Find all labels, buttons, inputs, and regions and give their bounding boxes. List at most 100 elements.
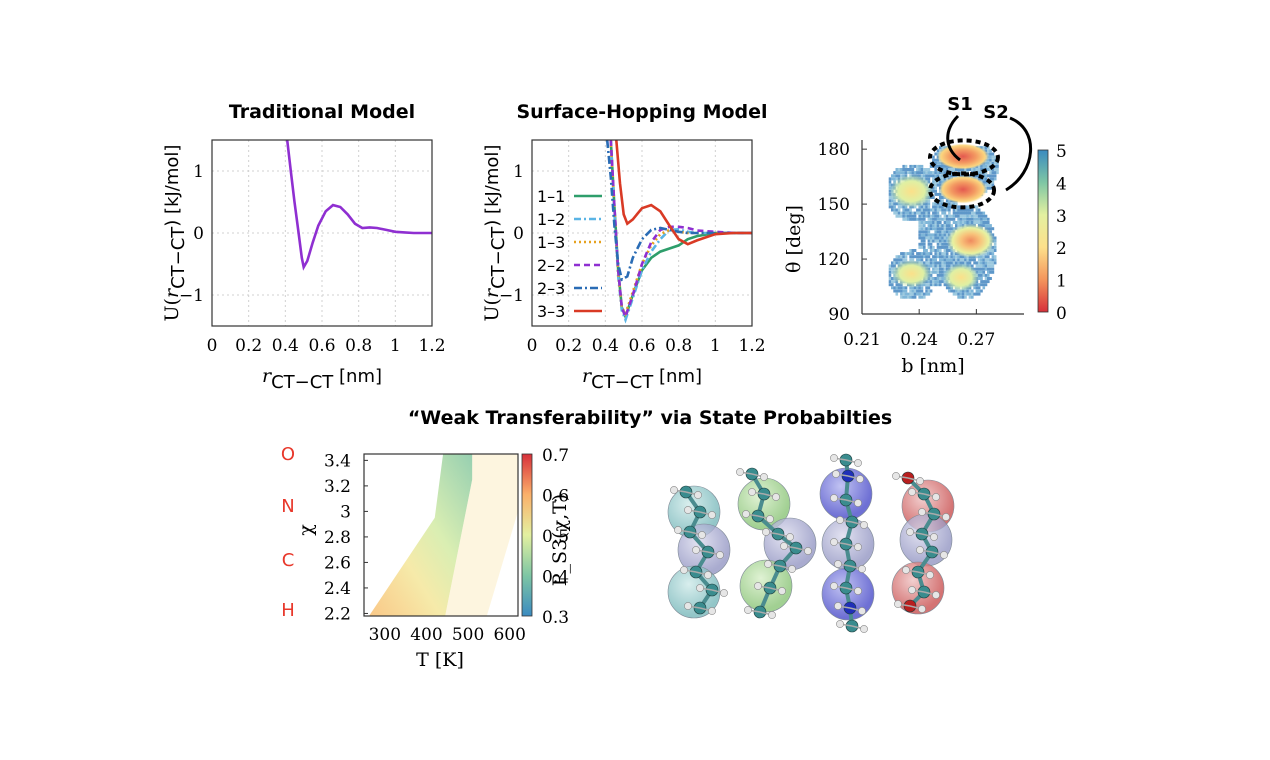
heatmap-cell [939,245,942,249]
heatmap-cell [971,292,974,296]
heatmap-cell [916,255,919,259]
heatmap-cell [943,224,947,228]
heatmap-cell [932,258,935,262]
heatmap-cell [918,227,921,231]
y-tick-label: 1 [193,162,204,182]
hydrogen-atom [670,486,678,494]
heatmap-cell [975,168,979,171]
heatmap-cell [950,217,953,221]
heatmap-cell [939,180,942,184]
heatmap-cell [911,171,915,175]
heatmap-cell [943,264,947,268]
heatmap-cell [939,230,942,234]
heatmap-cell [966,217,969,221]
heatmap-cell [918,233,921,237]
heatmap-cell [964,261,967,265]
heatmap-cell [971,208,974,212]
s2-leader-line [1005,116,1033,192]
heatmap-cell [948,261,951,265]
heatmap-cell [989,161,992,165]
heatmap-cell [920,227,924,231]
heatmap-cell [984,221,988,224]
heatmap-cell [909,208,912,212]
heatmap-cell [911,164,915,168]
colorbar-tick-label: 0.4 [542,568,569,588]
heatmap-cell [936,183,940,187]
hydrogen-atom [932,493,940,501]
heatmap-cell [925,221,928,224]
heatmap-cell [943,177,947,181]
heatmap-cell [934,221,937,224]
heatmap-cell [945,217,949,221]
heatmap-cell [989,174,992,178]
heatmap-cell [975,211,979,215]
heatmap-cell [929,227,933,231]
heatmap-cell [904,286,908,290]
hydrogen-atom [916,477,924,485]
x-tick-label: 0.2 [555,336,582,356]
heatmap-cell [927,217,931,221]
heatmap-cell [987,158,990,162]
heatmap-cell [939,177,942,181]
heatmap-cell [955,211,958,215]
heatmap-cell [991,168,995,171]
heatmap-cell [934,270,937,274]
heatmap-cell [980,283,983,287]
heatmap-cell [945,227,949,231]
heatmap-cell [975,261,979,265]
heatmap-cell [980,221,983,224]
heatmap-cell [987,261,990,265]
heatmap-cell [918,230,921,234]
heatmap-cell [968,289,972,293]
heatmap-cell [941,273,944,277]
heatmap-cell [991,255,995,259]
x-tick-label: 0.4 [272,336,299,356]
heatmap-cell [936,236,940,240]
heatmap-cell [916,211,919,215]
y-tick-label: 120 [818,250,850,270]
heatmap-cell [918,168,921,171]
heatmap-cell [991,152,995,156]
heatmap-cell [989,149,992,153]
heatmap-cell [987,255,990,259]
heatmap-cell [982,177,986,181]
heatmap-cell [895,255,899,259]
heatmap-cell [982,267,986,271]
heatmap-cell [895,258,899,262]
heatmap-cell [932,249,935,252]
heatmap-cell [904,292,908,296]
heatmap-cell [923,205,926,209]
heatmap-cell [977,267,981,271]
heatmap-cell [918,208,921,212]
heatmap-cell [982,273,986,277]
heatmap-cell [911,289,915,293]
heatmap-cell [923,255,926,259]
heatmap-cell [989,155,992,159]
heatmap-cell [920,239,924,243]
heatmap-cell [925,249,928,252]
heatmap-cell [927,230,931,234]
heatmap-cell [893,171,896,175]
heatmap-cell [934,161,937,165]
heatmap-cell [936,261,940,265]
heatmap-cell [984,277,988,280]
series-line-0 [609,140,752,321]
heatmap-cell [980,211,983,215]
heatmap-cell [918,164,921,168]
heatmap-cell [991,245,995,249]
hydrogen-atom [834,560,842,568]
heatmap-cell [961,211,965,215]
heatmap-cell [920,286,924,290]
hydrogen-atom [854,587,862,595]
heatmap-cell [950,224,953,228]
heatmap-cell [950,214,953,218]
heatmap-cell [939,249,942,252]
heatmap-cell [916,171,919,175]
hydrogen-atom [942,513,950,521]
heatmap-cell [936,211,940,215]
heatmap-cell [888,283,892,287]
heatmap-cell [932,224,935,228]
heatmap-cell [893,264,896,268]
heatmap-cell [955,258,958,262]
